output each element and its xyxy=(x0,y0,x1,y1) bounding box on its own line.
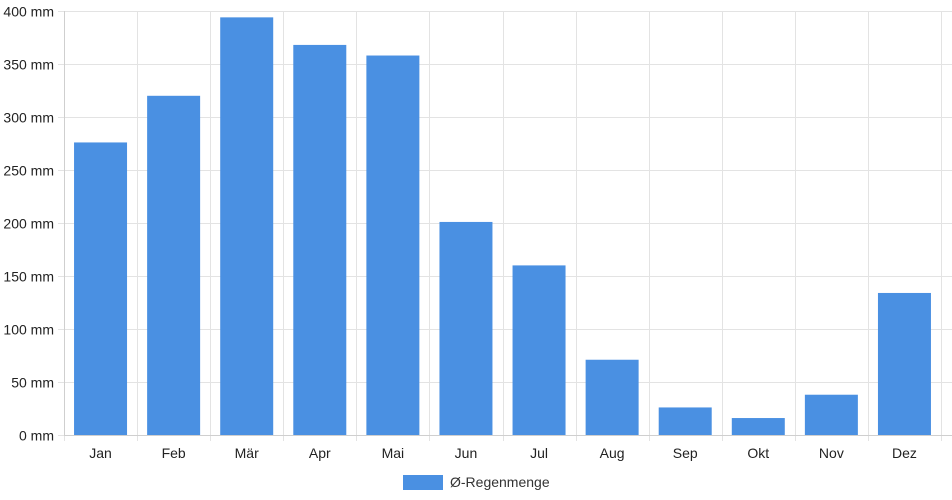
x-axis-tick-labels: Jan Feb Mär Apr Mai Jun Jul Aug Sep Okt Nov Dez xyxy=(89,445,917,461)
bar-mai[interactable] xyxy=(366,55,420,436)
x-tick-label: Mär xyxy=(235,445,259,461)
y-tick-label: 350 mm xyxy=(3,57,54,73)
bar-nov[interactable] xyxy=(804,394,858,435)
x-tick-label: Apr xyxy=(309,445,331,461)
bar-jul[interactable] xyxy=(512,265,566,435)
y-tick-label: 250 mm xyxy=(3,163,54,179)
x-tick-label: Aug xyxy=(600,445,625,461)
x-tick-label: Dez xyxy=(892,445,917,461)
y-axis-tick-labels: 0 mm 50 mm 100 mm 150 mm 200 mm 250 mm 300 mm 3… xyxy=(3,4,54,444)
bar-aug[interactable] xyxy=(585,359,639,435)
y-tick-label: 200 mm xyxy=(3,216,54,232)
bar-apr[interactable] xyxy=(293,44,347,436)
y-tick-label: 150 mm xyxy=(3,269,54,285)
bar-jun[interactable] xyxy=(439,221,493,435)
x-tick-label: Nov xyxy=(819,445,844,461)
x-tick-label: Mai xyxy=(382,445,405,461)
bar-series xyxy=(74,17,931,436)
y-tick-label: 50 mm xyxy=(11,375,54,391)
bar-mär[interactable] xyxy=(220,17,274,436)
x-tick-label: Okt xyxy=(747,445,769,461)
x-tick-label: Jan xyxy=(89,445,112,461)
grid-lines xyxy=(58,11,952,441)
bar-feb[interactable] xyxy=(147,95,201,436)
y-tick-label: 0 mm xyxy=(19,428,54,444)
x-tick-label: Sep xyxy=(673,445,698,461)
bar-sep[interactable] xyxy=(658,407,712,435)
bar-dez[interactable] xyxy=(877,292,931,435)
bar-okt[interactable] xyxy=(731,418,785,435)
x-tick-label: Feb xyxy=(162,445,186,461)
legend[interactable]: Ø-Regenmenge xyxy=(403,474,550,490)
y-tick-label: 100 mm xyxy=(3,322,54,338)
y-tick-label: 400 mm xyxy=(3,4,54,20)
axes xyxy=(64,11,952,436)
x-tick-label: Jul xyxy=(530,445,548,461)
x-tick-label: Jun xyxy=(455,445,478,461)
y-tick-label: 300 mm xyxy=(3,110,54,126)
bar-jan[interactable] xyxy=(74,142,128,435)
legend-label[interactable]: Ø-Regenmenge xyxy=(450,474,550,490)
legend-swatch[interactable] xyxy=(403,475,443,490)
